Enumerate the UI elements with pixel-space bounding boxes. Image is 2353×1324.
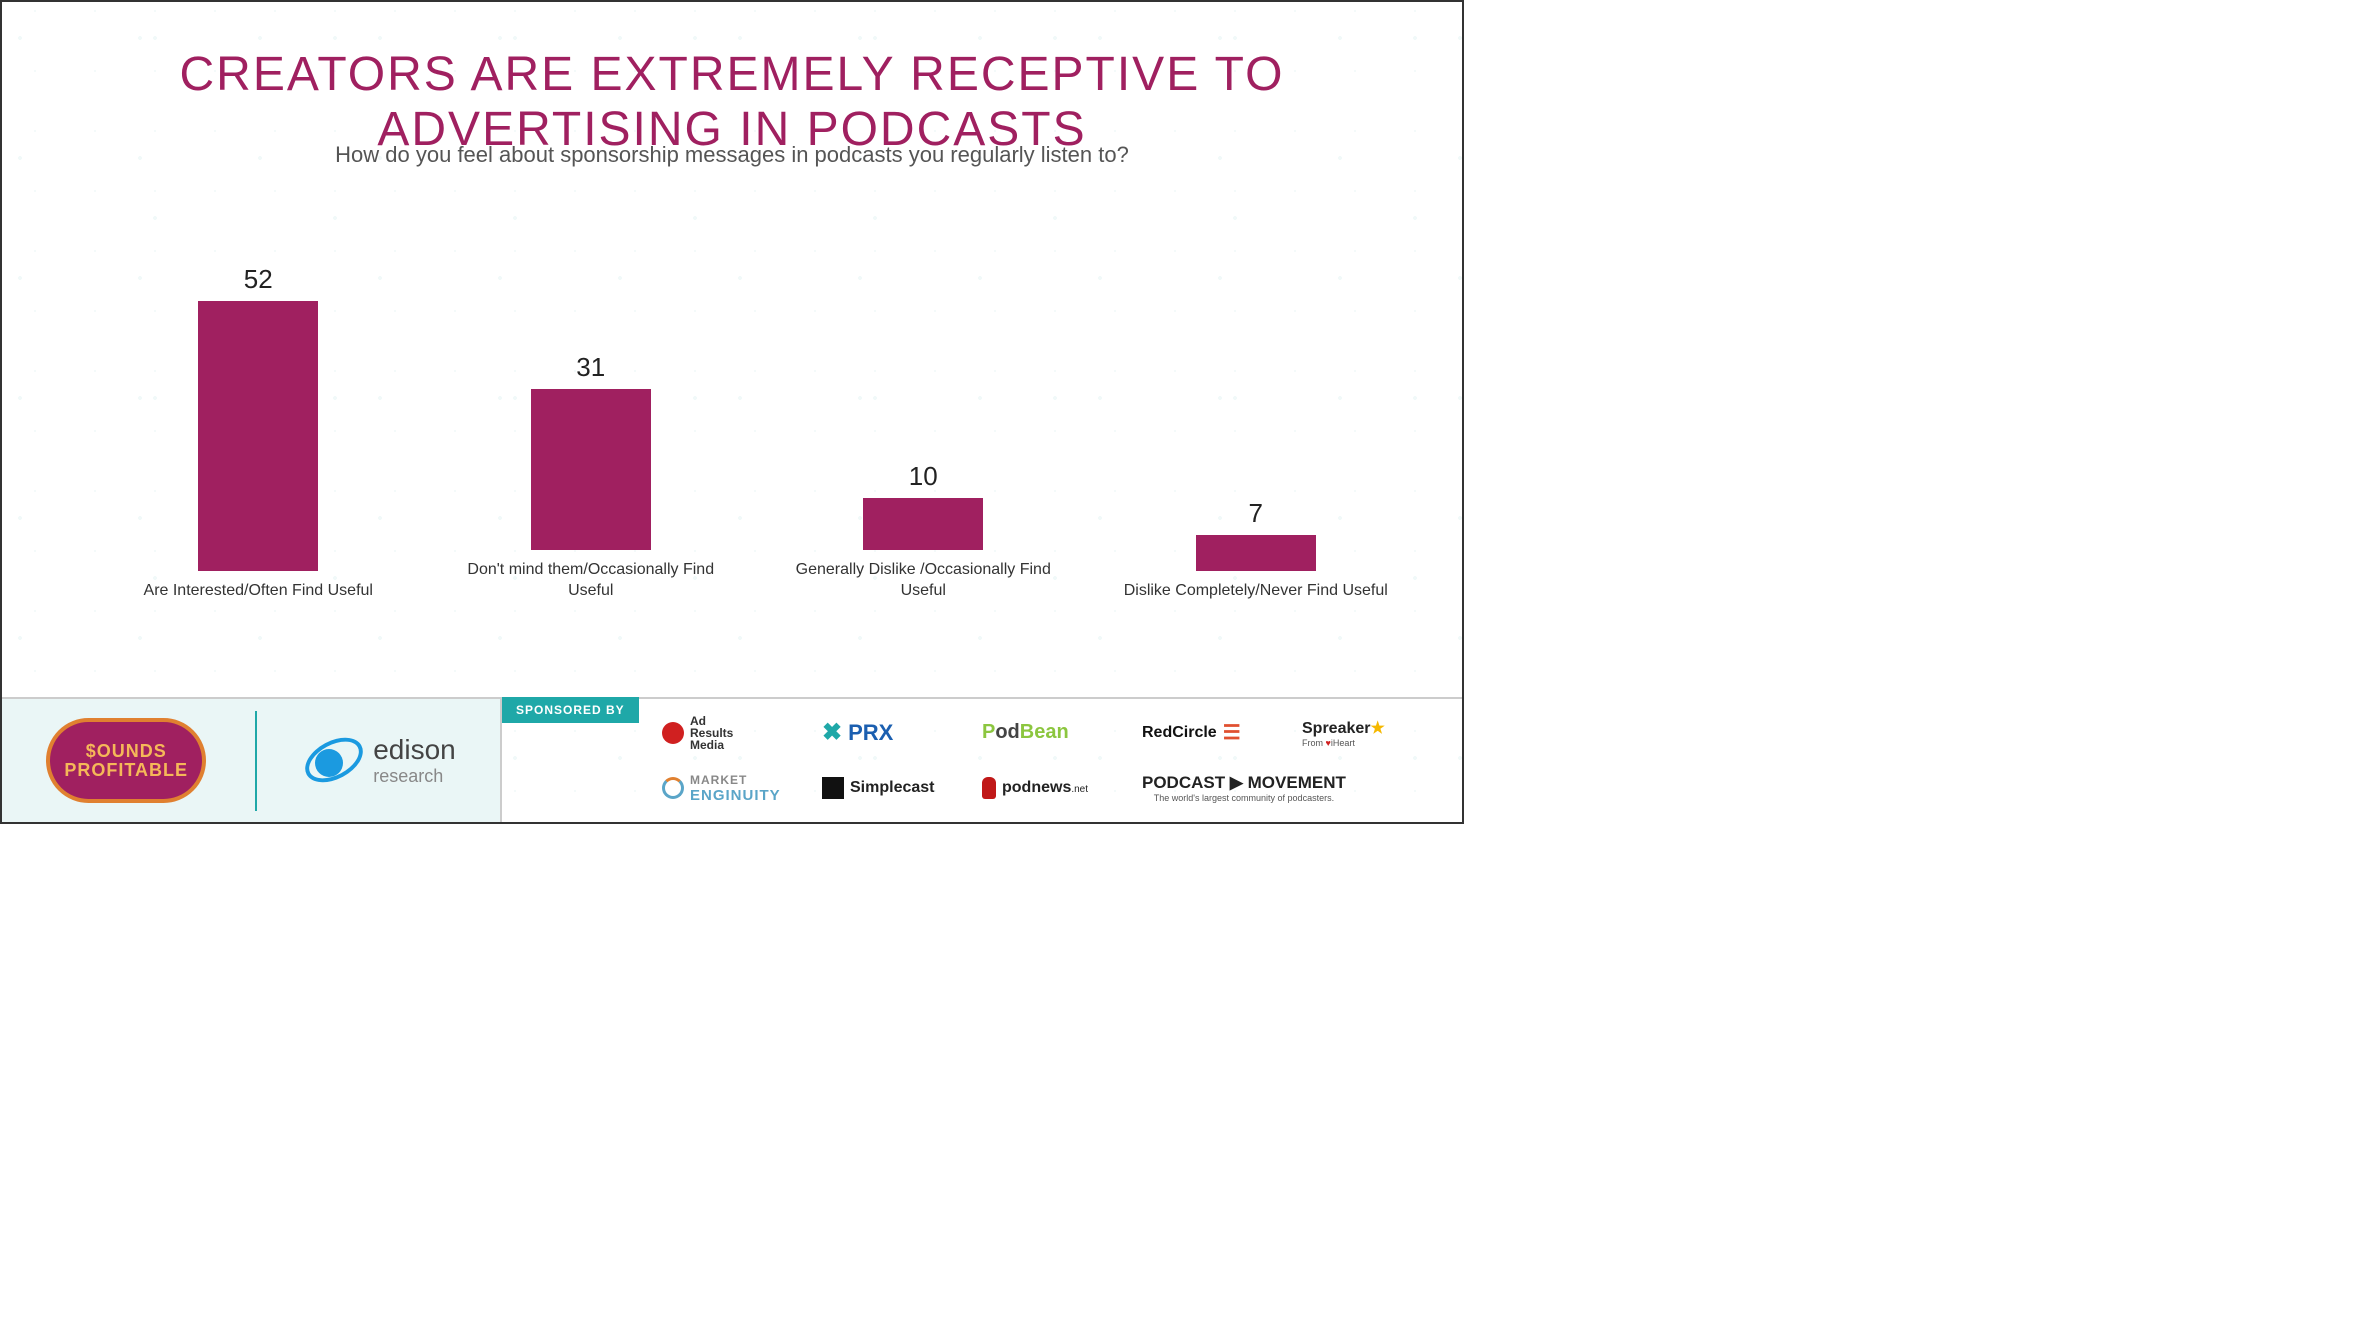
sponsor-podnews: podnews.net xyxy=(982,777,1122,799)
bar-label: Don't mind them/Occasionally Find Useful xyxy=(451,560,731,602)
sounds-profitable-logo: $OUNDS PROFITABLE xyxy=(46,718,206,803)
bar-label: Dislike Completely/Never Find Useful xyxy=(1124,581,1388,602)
footer: $OUNDS PROFITABLE edison research SPONSO… xyxy=(2,697,1462,822)
edison-orbit-icon xyxy=(305,731,365,791)
sponsored-by-tag: SPONSORED BY xyxy=(502,697,639,723)
chart-question: How do you feel about sponsorship messag… xyxy=(2,142,1462,168)
sponsor-simplecast: Simplecast xyxy=(822,777,962,799)
edison-name: edison xyxy=(373,734,456,766)
page-title: CREATORS ARE EXTREMELY RECEPTIVE TO ADVE… xyxy=(62,47,1402,157)
bar xyxy=(1196,535,1316,571)
footer-left: $OUNDS PROFITABLE edison research xyxy=(2,699,502,822)
sponsor-market-enginuity: MARKETENGINUITY xyxy=(662,773,802,804)
edison-sub: research xyxy=(373,766,456,787)
footer-divider xyxy=(255,711,257,811)
sponsor-podcast-movement: PODCAST ▶ MOVEMENTThe world's largest co… xyxy=(1142,773,1442,803)
bar-value: 10 xyxy=(909,461,938,492)
sounds-line2: PROFITABLE xyxy=(64,761,188,780)
footer-right: SPONSORED BY AdResultsMedia ✖PRX PodBean Re… xyxy=(502,699,1462,822)
bar-group: 7 Dislike Completely/Never Find Useful xyxy=(1106,498,1406,602)
sponsor-ad-results: AdResultsMedia xyxy=(662,715,802,751)
bar-group: 31 Don't mind them/Occasionally Find Usef… xyxy=(441,352,741,602)
bar-chart: 52 Are Interested/Often Find Useful 31 Don'… xyxy=(92,192,1422,602)
bar-group: 10 Generally Dislike /Occasionally Find U… xyxy=(773,461,1073,602)
edison-research-logo: edison research xyxy=(305,731,456,791)
sponsor-spreaker: Spreaker★From ♥iHeart xyxy=(1302,718,1442,748)
sponsor-redcircle: RedCircle☰ xyxy=(1142,720,1282,745)
sponsor-grid: AdResultsMedia ✖PRX PodBean RedCircle☰ Sprea… xyxy=(662,709,1442,812)
bar-value: 7 xyxy=(1249,498,1263,529)
bar-label: Generally Dislike /Occasionally Find Use… xyxy=(783,560,1063,602)
sponsor-podbean: PodBean xyxy=(982,721,1122,744)
bar-value: 52 xyxy=(244,264,273,295)
bar-value: 31 xyxy=(576,352,605,383)
bar xyxy=(198,301,318,571)
bar-group: 52 Are Interested/Often Find Useful xyxy=(108,264,408,602)
bar xyxy=(531,389,651,550)
sounds-line1: $OUNDS xyxy=(86,742,167,761)
bar-label: Are Interested/Often Find Useful xyxy=(144,581,373,602)
sponsor-prx: ✖PRX xyxy=(822,718,962,747)
bar xyxy=(863,498,983,550)
